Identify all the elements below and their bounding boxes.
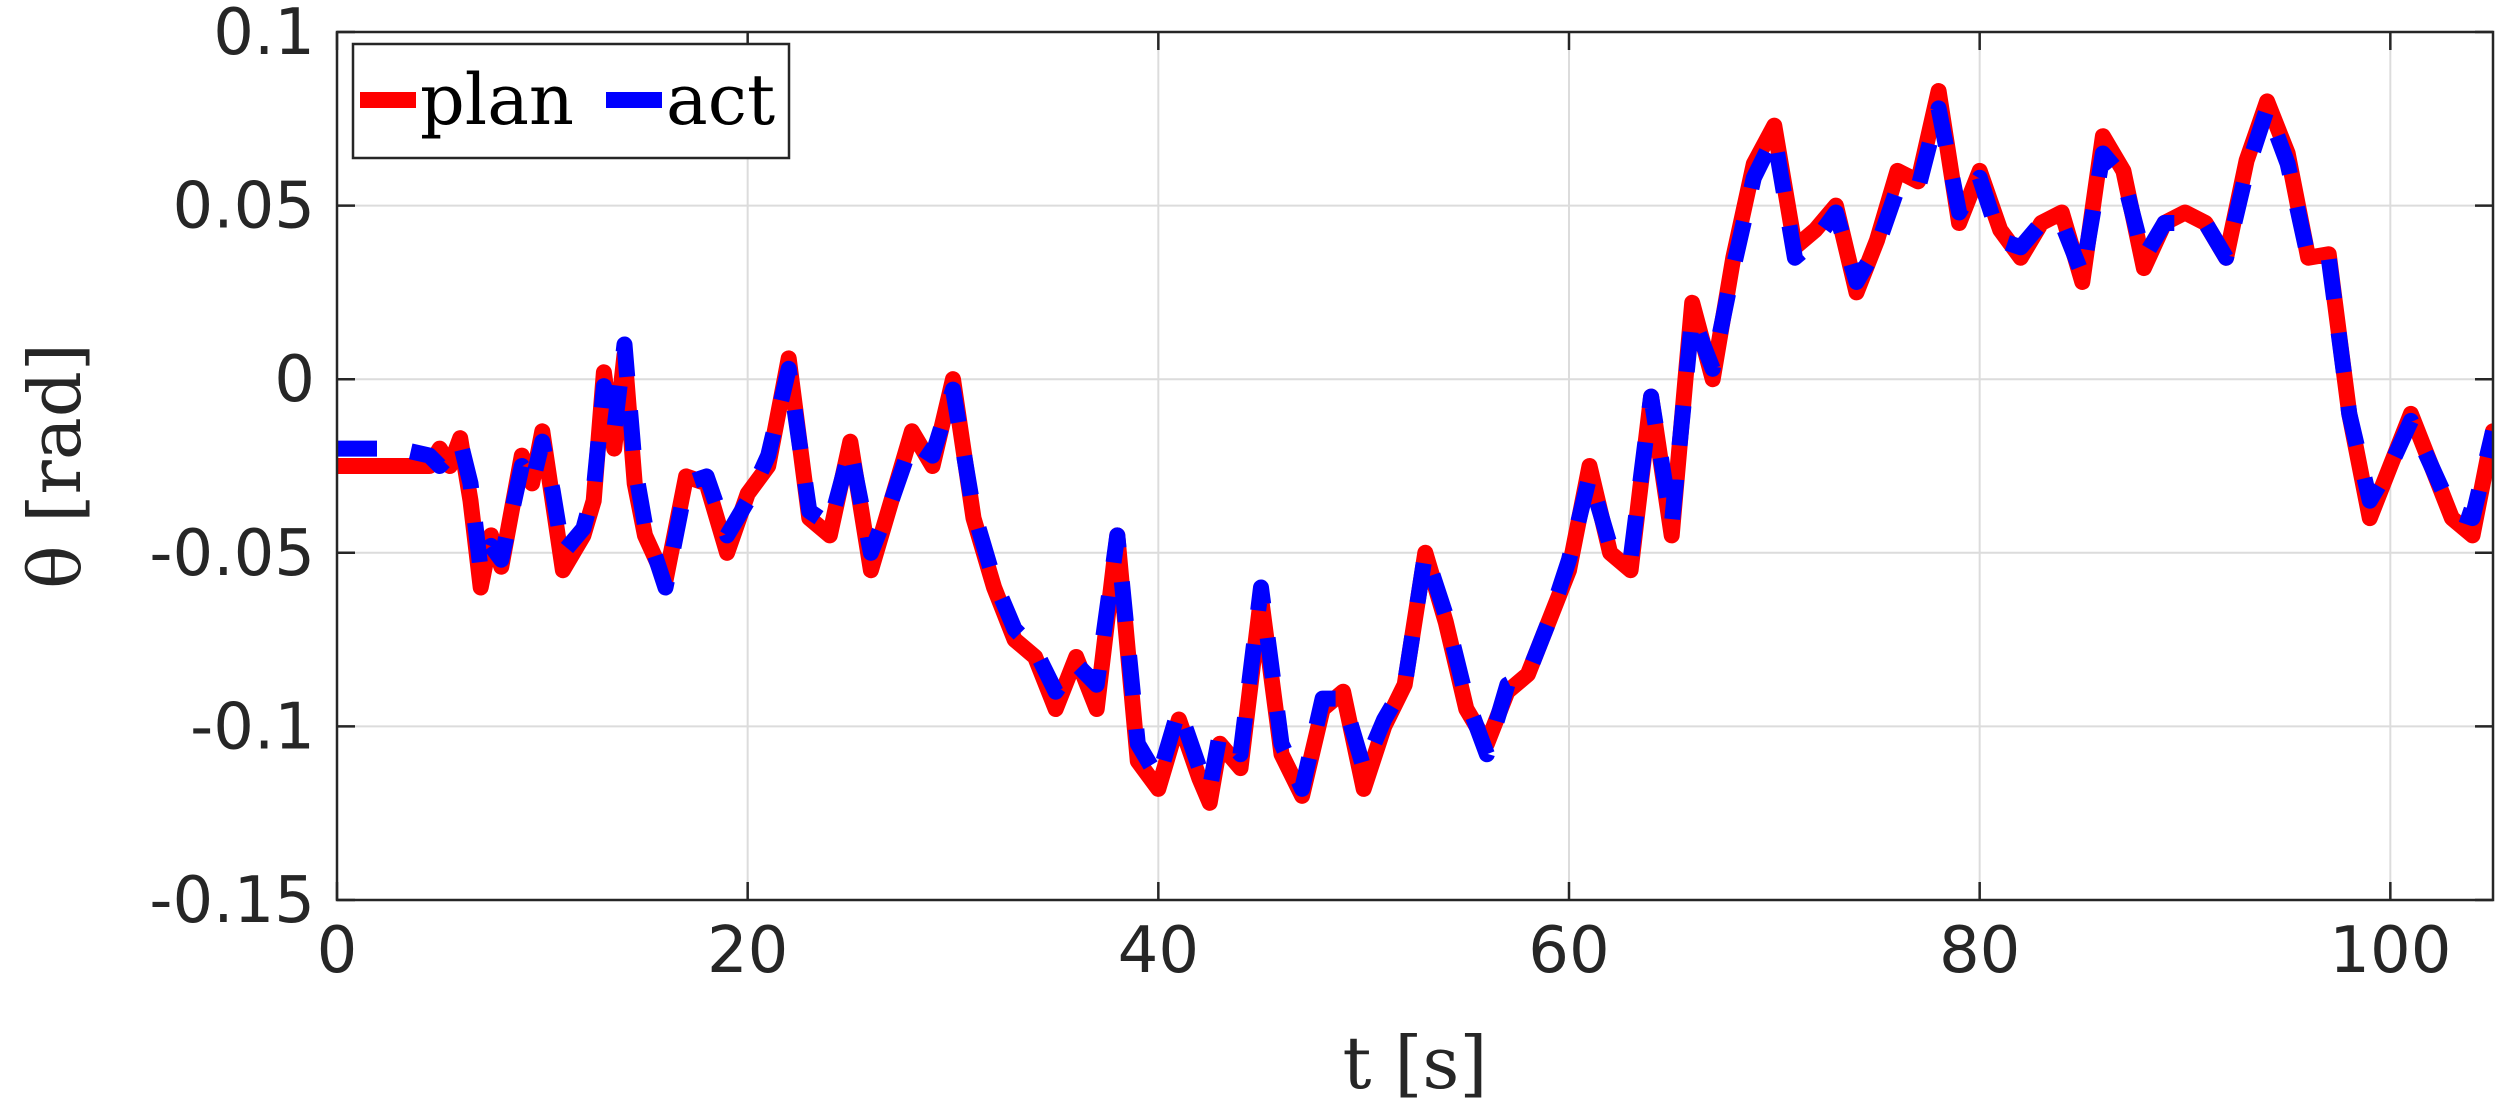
legend-box <box>351 42 791 160</box>
y-axis-label: θ [rad] <box>13 343 97 589</box>
series-layer <box>337 83 2493 811</box>
y-tick-label: 0.1 <box>213 0 315 70</box>
legend-label-act: act <box>666 59 775 141</box>
y-tick-label: 0.05 <box>173 170 316 244</box>
y-tick-label: 0 <box>274 343 315 417</box>
y-tick-label: -0.1 <box>190 690 315 764</box>
y-tick-label: -0.15 <box>149 864 315 938</box>
plot-area <box>337 32 2493 900</box>
x-tick-label: 60 <box>1528 914 1609 988</box>
y-tick-label: -0.05 <box>149 517 315 591</box>
legend-label-plan: plan <box>420 59 574 141</box>
x-axis-ticks: 0 20 40 60 80 100 <box>317 32 2451 988</box>
plot-frame <box>335 30 2495 902</box>
x-tick-label: 0 <box>317 914 358 988</box>
x-axis-label: t [s] <box>1343 1021 1488 1105</box>
x-tick-label: 40 <box>1118 914 1199 988</box>
x-tick-label: 80 <box>1939 914 2020 988</box>
x-tick-label: 100 <box>2329 914 2451 988</box>
series-line-act <box>337 100 2493 797</box>
x-tick-label: 20 <box>707 914 788 988</box>
legend: plan act <box>351 42 791 160</box>
y-axis-ticks: -0.15 -0.1 -0.05 0 0.05 0.1 <box>149 0 2493 938</box>
